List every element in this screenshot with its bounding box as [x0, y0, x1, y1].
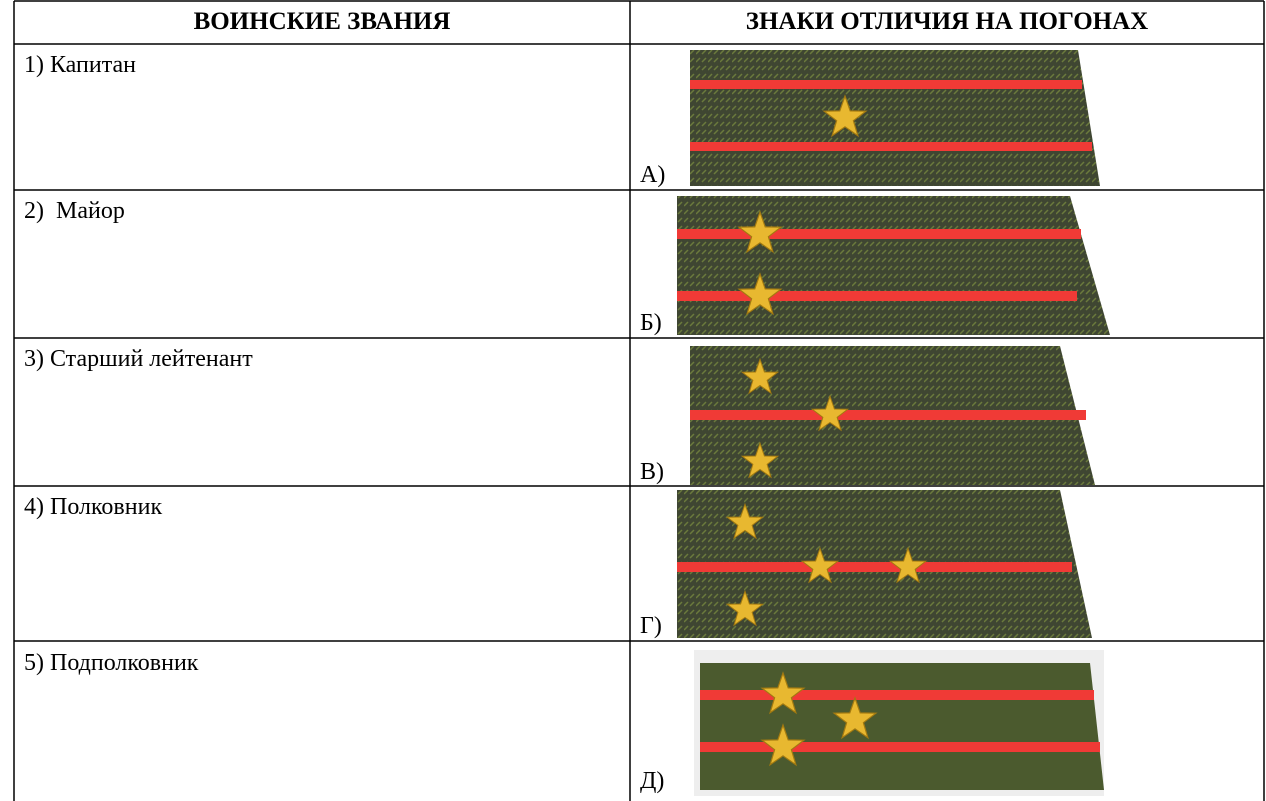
column-header: ЗНАКИ ОТЛИЧИЯ НА ПОГОНАХ	[745, 8, 1149, 35]
rank: 3) Старший лейтенант	[24, 346, 253, 372]
grid-lines	[13, 0, 1265, 801]
column-header: ВОИНСКИЕ ЗВАНИЯ	[193, 8, 451, 35]
rank: 1) Капитан	[24, 52, 136, 78]
shoulder-board	[690, 346, 1095, 485]
insignia-label: Б)	[640, 310, 662, 336]
rank: 4) Полковник	[24, 494, 163, 520]
rank: 2) Майор	[24, 198, 125, 224]
rank: 5) Подполковник	[24, 650, 199, 676]
insignia-label: Д)	[640, 768, 665, 794]
shoulder-board	[677, 490, 1092, 638]
insignia-label: В)	[640, 459, 664, 485]
shoulder-board	[690, 50, 1100, 186]
shoulder-board	[677, 196, 1110, 335]
shoulder-board	[694, 650, 1104, 796]
insignia-label: А)	[640, 162, 666, 188]
insignia-label: Г)	[640, 613, 662, 639]
